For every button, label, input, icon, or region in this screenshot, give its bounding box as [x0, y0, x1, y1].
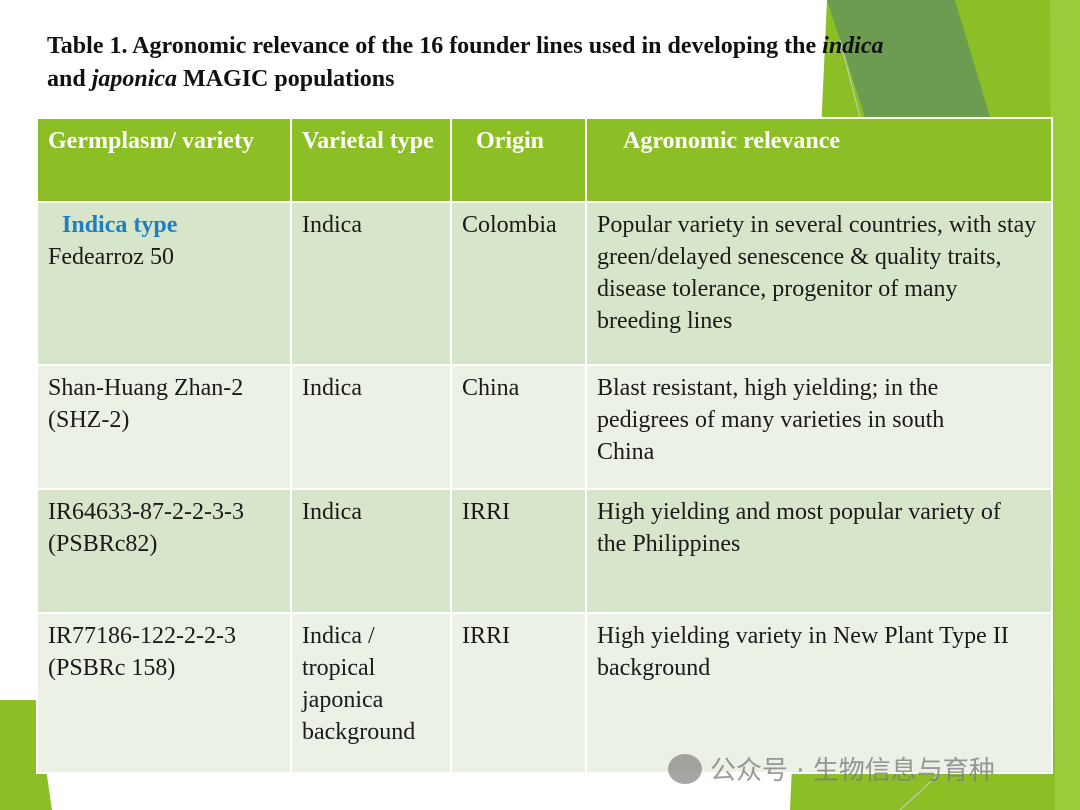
right-edge-band — [1050, 0, 1080, 810]
type-cell: Indica — [290, 364, 452, 490]
origin-cell: IRRI — [450, 612, 587, 774]
variety-cell: IR77186-122-2-2-3 (PSBRc 158) — [36, 612, 292, 774]
section-label: Indica type — [62, 212, 178, 238]
right-dark-band — [827, 0, 990, 117]
header-origin: Origin — [450, 117, 587, 203]
table-header-row: Germplasm/ variety Varietal type Origin … — [36, 117, 1053, 203]
wechat-icon — [668, 753, 702, 784]
type-cell: Indica / tropical japonica background — [290, 612, 452, 774]
watermark: 公众号 · 生物信息与育种 — [668, 750, 995, 787]
origin-cell: Colombia — [450, 201, 587, 366]
table-title: Table 1. Agronomic relevance of the 16 f… — [47, 33, 884, 92]
variety-cell: Indica type Fedearroz 50 — [36, 201, 292, 366]
type-cell: Indica — [290, 488, 452, 614]
table-row: Indica type Fedearroz 50 Indica Colombia … — [36, 201, 1053, 366]
variety-name: Fedearroz 50 — [48, 244, 174, 270]
header-agronomic-relevance: Agronomic relevance — [585, 117, 1053, 203]
variety-cell: IR64633-87-2-2-3-3 (PSBRc82) — [36, 488, 292, 614]
table-row: IR77186-122-2-2-3 (PSBRc 158) Indica / t… — [36, 612, 1053, 774]
relevance-cell: High yielding variety in New Plant Type … — [585, 612, 1053, 774]
relevance-cell: High yielding and most popular variety o… — [585, 488, 1053, 614]
origin-cell: China — [450, 364, 587, 490]
watermark-text: 公众号 · 生物信息与育种 — [710, 756, 995, 786]
header-varietal-type: Varietal type — [290, 117, 452, 203]
origin-cell: IRRI — [450, 488, 587, 614]
header-germplasm: Germplasm/ variety — [36, 117, 292, 203]
table-row: Shan-Huang Zhan-2 (SHZ-2) Indica China B… — [36, 364, 1053, 490]
decor-line — [839, 39, 861, 118]
decor-line — [899, 772, 941, 810]
relevance-cell: Blast resistant, high yielding; in the p… — [585, 364, 1053, 490]
variety-cell: Shan-Huang Zhan-2 (SHZ-2) — [36, 364, 292, 490]
relevance-cell: Popular variety in several countries, wi… — [585, 201, 1053, 366]
type-cell: Indica — [290, 201, 452, 366]
founder-lines-table: Germplasm/ variety Varietal type Origin … — [36, 117, 1053, 774]
table-row: IR64633-87-2-2-3-3 (PSBRc82) Indica IRRI… — [36, 488, 1053, 614]
